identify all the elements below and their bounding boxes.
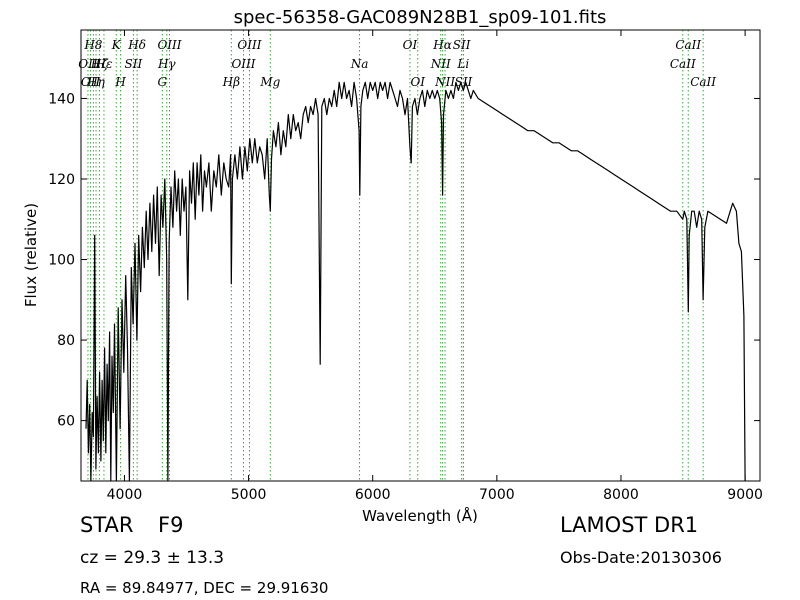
line-marker-label: SII: [455, 75, 473, 89]
line-marker-label: OII: [78, 57, 98, 71]
line-marker-label: Hζ: [90, 57, 109, 71]
line-marker-label: OIII: [237, 38, 261, 52]
x-axis-ticks: 4000 5000 6000 7000 8000 9000: [107, 30, 763, 503]
coordinates-text: RA = 89.84977, DEC = 29.91630: [80, 579, 329, 597]
obs-date-text: Obs-Date:20130306: [560, 548, 722, 567]
y-tick-label: 100: [48, 253, 75, 269]
line-marker-label: Hε: [95, 57, 113, 71]
x-tick-label: 7000: [479, 487, 515, 503]
line-marker-label: H: [114, 75, 126, 89]
line-marker-label: K: [111, 38, 122, 52]
redshift-text: cz = 29.3 ± 13.3: [80, 548, 225, 568]
y-tick-label: 80: [57, 333, 75, 349]
line-marker-label: Hγ: [157, 57, 176, 71]
line-marker-label: NII: [430, 57, 451, 71]
y-tick-label: 60: [57, 414, 75, 430]
line-marker-label: OI: [410, 75, 425, 89]
plot-frame: [80, 29, 761, 482]
line-marker-label: Hβ: [222, 75, 240, 89]
spectral-subclass-label: F9: [158, 513, 184, 537]
y-axis-ticks: 60 80 100 120 140: [48, 91, 760, 430]
line-marker-label: Hδ: [127, 38, 146, 52]
line-marker-label: SII: [125, 57, 143, 71]
line-marker-label: CaII: [670, 57, 696, 71]
line-marker-label: Mg: [259, 75, 280, 89]
x-tick-label: 8000: [603, 487, 639, 503]
line-marker-label: NII: [434, 75, 455, 89]
line-marker-label: SII: [453, 38, 471, 52]
x-tick-label: 4000: [107, 487, 143, 503]
emission-line-markers: [87, 30, 704, 481]
line-marker-label: OIII: [157, 38, 181, 52]
object-class-label: STAR: [80, 513, 134, 537]
line-marker-label: H8: [83, 38, 102, 52]
y-tick-label: 120: [48, 172, 75, 188]
x-tick-label: 5000: [231, 487, 267, 503]
line-marker-label: Hη: [86, 75, 105, 89]
line-marker-label: CaII: [690, 75, 716, 89]
line-marker-label: Na: [350, 57, 369, 71]
line-marker-label: OIII: [231, 57, 255, 71]
spectrum-line: [85, 81, 746, 482]
x-tick-label: 6000: [355, 487, 391, 503]
y-axis-label: Flux (relative): [22, 203, 40, 307]
line-marker-label: Li: [456, 57, 469, 71]
survey-label: LAMOST DR1: [560, 513, 699, 537]
line-marker-label: Hα: [432, 38, 452, 52]
spectrum-series: [85, 81, 746, 482]
chart-title: spec-56358-GAC089N28B1_sp09-101.fits: [234, 7, 607, 28]
line-marker-label: OII: [81, 75, 101, 89]
y-tick-label: 140: [48, 91, 75, 107]
x-axis-label: Wavelength (Å): [362, 506, 478, 525]
line-marker-label: OI: [403, 38, 418, 52]
line-marker-label: G: [158, 75, 168, 89]
x-tick-label: 9000: [727, 487, 763, 503]
line-marker-label: CaII: [675, 38, 701, 52]
